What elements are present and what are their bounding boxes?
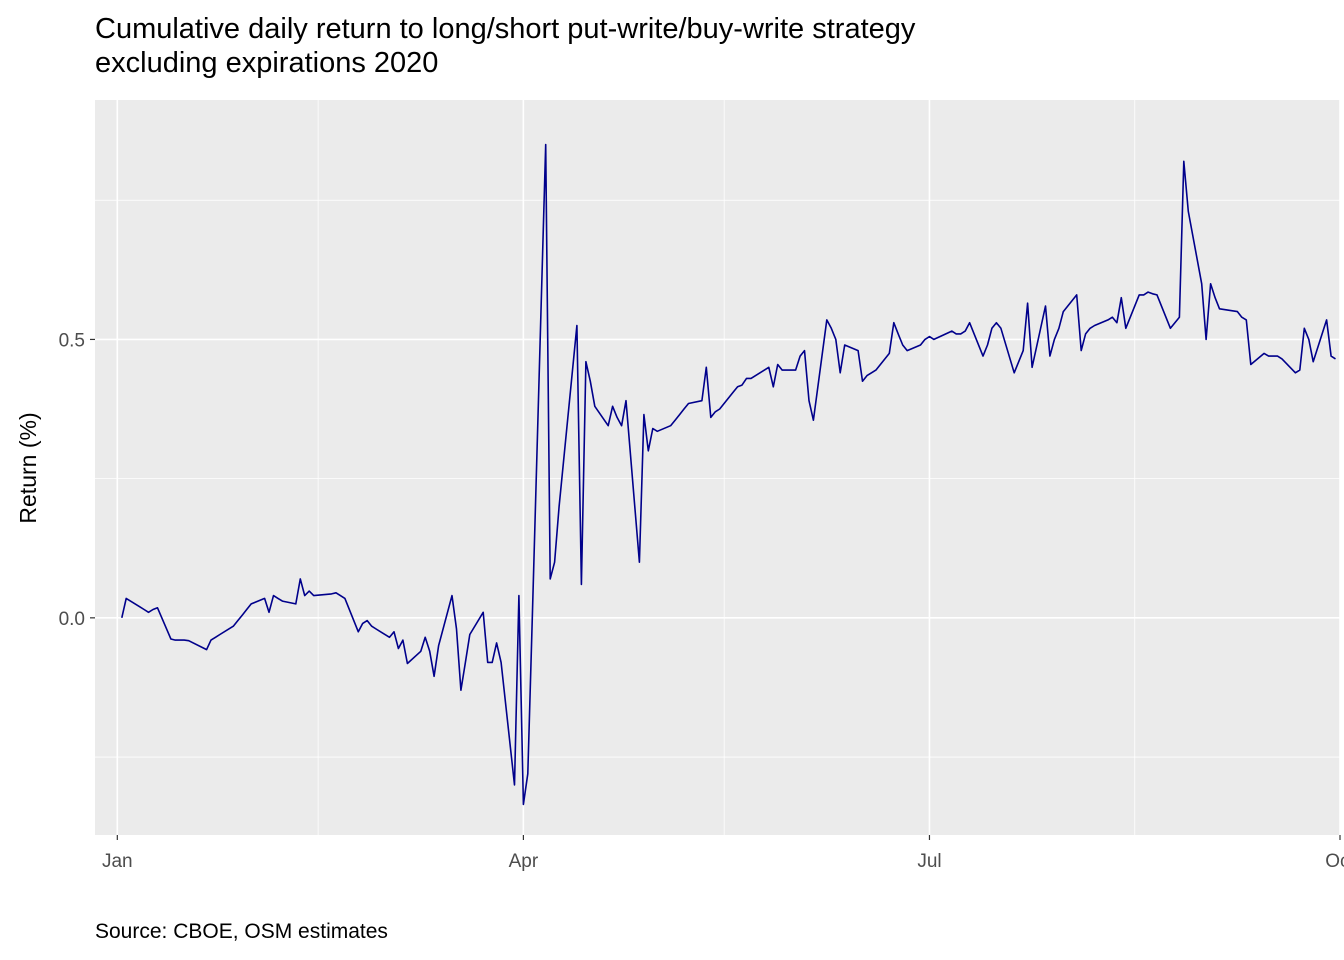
x-tick-label: Apr	[509, 851, 539, 872]
chart-title-line-1: Cumulative daily return to long/short pu…	[95, 13, 916, 45]
x-tick-label: Jul	[917, 851, 941, 872]
x-tick-label: Oct	[1325, 851, 1344, 872]
y-axis-title: Return (%)	[15, 412, 41, 523]
plot-panel	[95, 100, 1340, 835]
x-tick-label: Jan	[102, 851, 133, 872]
y-tick-label: 0.5	[59, 330, 85, 351]
y-axis: 0.0 0.5	[59, 330, 95, 630]
major-gridlines	[95, 100, 1341, 835]
chart-title: Cumulative daily return to long/short pu…	[95, 12, 915, 80]
minor-gridlines	[95, 100, 1340, 835]
chart-title-line-2: excluding expirations 2020	[95, 47, 439, 79]
chart-caption: Source: CBOE, OSM estimates	[95, 920, 388, 943]
x-axis: Jan Apr Jul Oct	[102, 835, 1344, 872]
return-series-line	[121, 143, 1336, 806]
y-tick-label: 0.0	[59, 609, 85, 630]
